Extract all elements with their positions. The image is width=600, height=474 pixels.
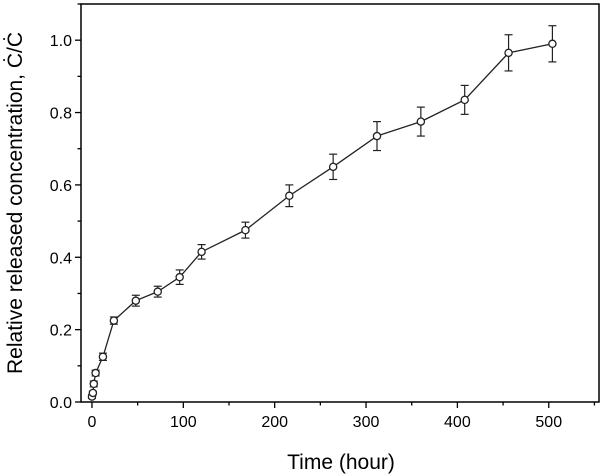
data-point	[89, 379, 99, 389]
y-tick-label: 1.0	[50, 33, 72, 50]
data-point	[175, 272, 184, 282]
y-tick-label: 0.6	[50, 178, 72, 195]
x-tick-label: 200	[261, 414, 288, 431]
data-point	[98, 352, 108, 362]
x-tick-label: 0	[88, 414, 97, 431]
plot-frame	[80, 3, 600, 403]
data-point	[372, 131, 382, 141]
plot-area	[87, 25, 557, 401]
data-point	[460, 95, 469, 105]
data-point	[131, 296, 141, 305]
data-point	[197, 247, 206, 257]
data-point	[109, 316, 119, 325]
y-tick-label: 0.2	[50, 323, 72, 340]
x-tick-label: 300	[353, 414, 380, 431]
x-axis: 0 100 200 300 400 500	[88, 402, 596, 431]
data-point	[416, 117, 426, 126]
data-point	[328, 162, 338, 172]
x-tick-label: 100	[170, 414, 197, 431]
y-axis-title: Relative released concentration, Ċ/Ċ	[4, 32, 27, 374]
series-line	[91, 43, 553, 397]
y-tick-label: 0.4	[50, 250, 72, 267]
data-point	[91, 368, 100, 378]
x-tick-label: 500	[535, 414, 562, 431]
data-point	[153, 287, 162, 296]
y-axis: 0.0 0.2 0.4 0.6 0.8 1.0	[50, 3, 81, 412]
data-point	[548, 39, 557, 49]
data-point	[285, 191, 294, 201]
data-point	[241, 225, 250, 235]
x-tick-label: 400	[444, 414, 471, 431]
y-tick-label: 0.8	[50, 106, 72, 123]
data-point	[88, 388, 98, 398]
x-axis-title: Time (hour)	[287, 451, 395, 474]
y-tick-label: 0.0	[50, 395, 72, 412]
data-point	[504, 48, 513, 58]
